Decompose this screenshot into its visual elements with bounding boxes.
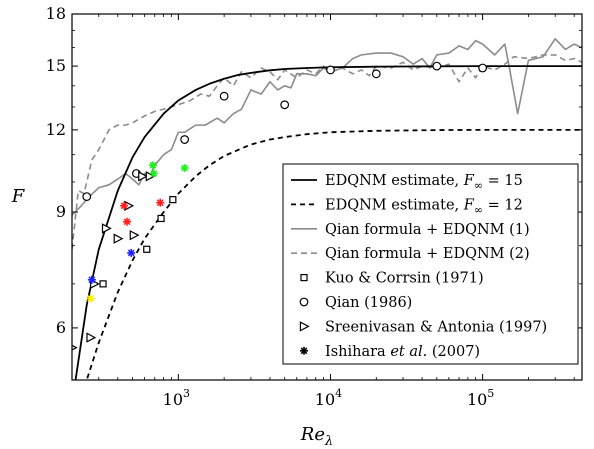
data-point-kuo-0: [99, 280, 107, 288]
data-point-qian-7: [432, 61, 442, 71]
data-point-qian-8: [478, 63, 488, 73]
legend-entry-sreeni: Sreenivasan & Antonia (1997): [299, 319, 547, 335]
plot-frame: [71, 13, 583, 381]
data-point-ishihara-7: [156, 198, 165, 207]
x-axis-title: Reλ: [300, 424, 333, 449]
data-point-qian-4: [280, 100, 290, 110]
data-point-kuo-3: [169, 196, 177, 204]
series-line-qian2: [72, 54, 582, 250]
data-point-ishihara-6: [149, 169, 158, 178]
data-point-kuo-1: [143, 245, 151, 253]
data-point-sreeni-4: [113, 233, 124, 244]
data-point-qian-3: [219, 91, 229, 101]
x-tick-label-10000: 104: [315, 387, 342, 409]
legend-entry-qian: Qian (1986): [299, 295, 412, 311]
data-point-sreeni-7: [138, 171, 149, 182]
legend-label-edqnm15: EDQNM estimate, F∞ = 15: [325, 173, 523, 192]
legend-swatch-sreeni: [299, 321, 310, 332]
legend-label-qian2: Qian formula + EDQNM (2): [325, 246, 530, 262]
data-point-qian-6: [371, 69, 381, 79]
legend: EDQNM estimate, F∞ = 15 EDQNM estimate, F…: [282, 163, 579, 365]
y-tick-label-15: 15: [46, 56, 66, 75]
data-point-ishihara-3: [123, 217, 132, 226]
legend-label-ishihara: Ishihara et al. (2007): [325, 344, 480, 360]
legend-box: [282, 163, 579, 365]
data-point-qian-2: [180, 135, 190, 144]
legend-entry-kuo: Kuo & Corrsin (1971): [300, 271, 484, 287]
data-point-sreeni-1: [86, 332, 97, 343]
data-point-sreeni-3: [101, 223, 112, 234]
ticks-layer: [71, 13, 582, 381]
legend-label-qian: Qian (1986): [325, 295, 412, 311]
data-point-ishihara-1: [86, 294, 95, 303]
legend-entry-qian2: Qian formula + EDQNM (2): [291, 246, 530, 262]
labels-layer: 6 9 12 15 18 103 104 105 Reλ F: [11, 4, 495, 449]
data-point-ishihara-4: [127, 248, 136, 257]
markers-layer: [72, 61, 488, 351]
legend-label-kuo: Kuo & Corrsin (1971): [325, 271, 484, 287]
legend-swatch-kuo: [300, 274, 308, 282]
data-point-ishihara-8: [180, 164, 189, 173]
y-axis-title: F: [11, 186, 26, 207]
series-line-edqnm15: [74, 65, 582, 380]
y-tick-label-6: 6: [56, 318, 66, 337]
legend-entry-qian1: Qian formula + EDQNM (1): [291, 222, 530, 238]
y-tick-label-18: 18: [46, 4, 66, 23]
y-tick-label-12: 12: [46, 120, 66, 139]
data-point-ishihara-0: [87, 275, 96, 284]
data-point-qian-5: [326, 65, 335, 75]
legend-swatch-qian: [299, 297, 309, 307]
data-point-qian-0: [82, 192, 92, 202]
legend-entry-edqnm15: EDQNM estimate, F∞ = 15: [291, 173, 523, 192]
legend-label-sreeni: Sreenivasan & Antonia (1997): [325, 319, 547, 335]
data-point-ishihara-2: [120, 201, 129, 210]
frame-layer: [71, 13, 583, 381]
x-tick-label-1000: 103: [163, 387, 190, 409]
legend-label-qian1: Qian formula + EDQNM (1): [325, 222, 530, 238]
x-tick-label-100000: 105: [467, 387, 494, 409]
legend-entry-edqnm12: EDQNM estimate, F∞ = 12: [291, 197, 523, 216]
data-point-sreeni-6: [129, 229, 140, 241]
y-tick-label-9: 9: [56, 202, 66, 221]
data-point-kuo-2: [157, 214, 165, 223]
series-line-edqnm12: [85, 128, 582, 380]
legend-label-edqnm12: EDQNM estimate, F∞ = 12: [325, 197, 523, 216]
data-point-ishihara-5: [148, 161, 157, 170]
legend-entry-ishihara: Ishihara et al. (2007): [300, 344, 480, 360]
legend-swatch-ishihara: [300, 346, 308, 355]
